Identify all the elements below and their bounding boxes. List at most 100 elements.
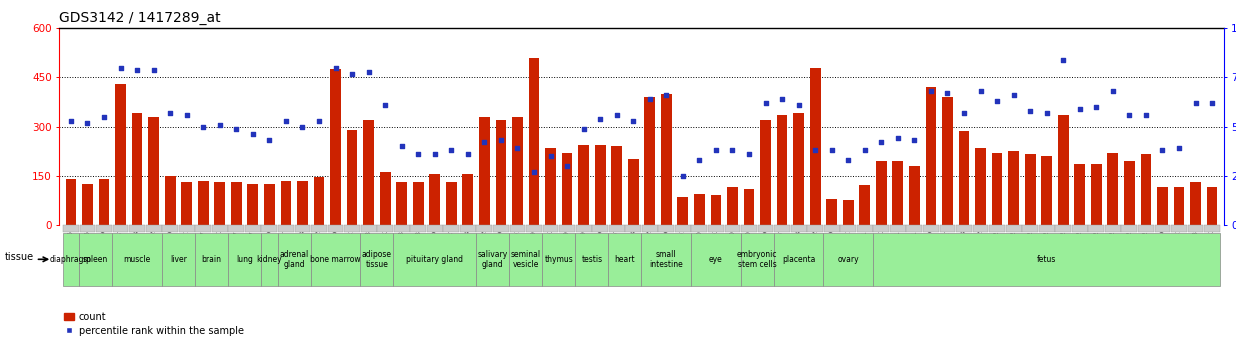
Bar — [148, 117, 159, 225]
Bar — [162, 225, 178, 232]
Bar — [361, 233, 393, 286]
Bar — [628, 159, 639, 225]
Text: adipose
tissue: adipose tissue — [362, 250, 392, 269]
Point — [723, 147, 743, 153]
Bar — [1204, 225, 1220, 232]
Text: thymus: thymus — [544, 255, 574, 264]
Bar — [975, 148, 986, 225]
Bar — [840, 225, 857, 232]
Bar — [512, 117, 523, 225]
Bar — [229, 225, 245, 232]
Point — [309, 118, 329, 124]
Point — [938, 90, 958, 96]
Bar — [379, 172, 391, 225]
Bar — [691, 225, 707, 232]
Text: ovary: ovary — [838, 255, 859, 264]
Bar — [559, 225, 575, 232]
Bar — [1022, 225, 1038, 232]
Point — [988, 98, 1007, 104]
Point — [161, 110, 180, 116]
Bar — [857, 225, 873, 232]
Bar — [1006, 225, 1021, 232]
Bar — [1141, 154, 1151, 225]
Text: bone marrow: bone marrow — [310, 255, 361, 264]
Point — [243, 132, 263, 137]
Point — [342, 71, 362, 76]
Bar — [1188, 225, 1204, 232]
Bar — [480, 117, 489, 225]
Bar — [509, 233, 543, 286]
Point — [358, 69, 378, 74]
Text: placenta: placenta — [782, 255, 816, 264]
Bar — [708, 225, 724, 232]
Bar — [247, 184, 258, 225]
Text: diaphragm: diaphragm — [49, 255, 91, 264]
Point — [1136, 112, 1156, 118]
Bar — [1170, 225, 1187, 232]
Bar — [115, 84, 126, 225]
Bar — [63, 233, 79, 286]
Bar — [1072, 225, 1088, 232]
Bar — [711, 195, 722, 225]
Bar — [410, 225, 426, 232]
Bar — [1058, 115, 1069, 225]
Bar — [991, 153, 1002, 225]
Bar — [774, 233, 823, 286]
Bar — [1124, 161, 1135, 225]
Point — [1103, 88, 1122, 94]
Point — [193, 124, 213, 129]
Bar — [79, 225, 95, 232]
Bar — [724, 225, 740, 232]
Bar — [179, 225, 194, 232]
Bar — [776, 115, 787, 225]
Bar — [281, 181, 292, 225]
Text: eye: eye — [709, 255, 723, 264]
Bar — [195, 233, 227, 286]
Point — [177, 112, 197, 118]
Bar — [989, 225, 1005, 232]
Bar — [112, 225, 129, 232]
Bar — [693, 194, 705, 225]
Point — [260, 137, 279, 143]
Text: seminal
vesicle: seminal vesicle — [510, 250, 541, 269]
Bar — [575, 233, 608, 286]
Bar — [876, 161, 886, 225]
Bar — [82, 184, 93, 225]
Bar — [363, 120, 375, 225]
Bar — [361, 225, 377, 232]
Bar — [823, 225, 839, 232]
Bar — [843, 200, 854, 225]
Point — [226, 126, 246, 131]
Bar — [740, 233, 774, 286]
Bar — [691, 233, 740, 286]
Bar — [182, 182, 192, 225]
Bar — [278, 233, 310, 286]
Bar — [476, 233, 509, 286]
Bar — [578, 144, 590, 225]
Bar — [460, 225, 476, 232]
Bar — [245, 225, 261, 232]
Bar — [543, 225, 559, 232]
Point — [1169, 145, 1189, 151]
Bar — [377, 225, 393, 232]
Bar — [543, 233, 575, 286]
Point — [970, 88, 990, 94]
Bar — [1041, 156, 1052, 225]
Point — [508, 145, 528, 151]
Bar — [1056, 225, 1072, 232]
Point — [887, 136, 907, 141]
Point — [954, 110, 974, 116]
Bar — [231, 182, 242, 225]
Point — [905, 137, 925, 143]
Bar — [744, 189, 754, 225]
Point — [459, 151, 478, 157]
Bar — [1121, 225, 1137, 232]
Bar — [394, 225, 409, 232]
Bar — [265, 184, 274, 225]
Bar — [644, 97, 655, 225]
Bar — [79, 233, 112, 286]
Point — [491, 137, 510, 143]
Point — [789, 102, 808, 108]
Bar — [641, 233, 691, 286]
Point — [623, 118, 643, 124]
